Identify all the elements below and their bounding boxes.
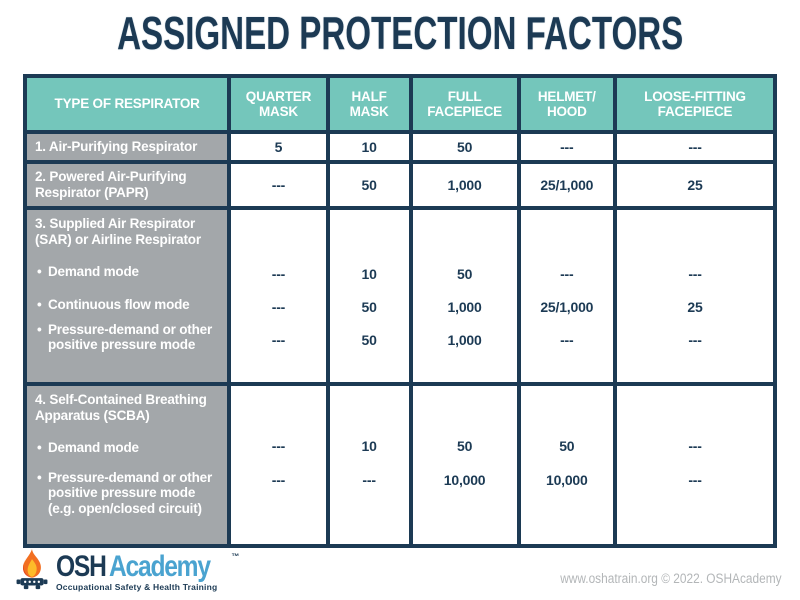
value-cell: 50 (361, 299, 377, 315)
section-title: 4. Self-Contained Breathing Apparatus (S… (35, 392, 207, 423)
bullet-item-continuous-flow: Continuous flow mode (35, 297, 221, 313)
value-column: 50 10,000 (412, 386, 517, 544)
page-title: ASSIGNED PROTECTION FACTORS (116, 7, 684, 59)
value-cell: 25/1,000 (540, 299, 594, 315)
header-loose-fitting-facepiece: LOOSE-FITTING FACEPIECE (617, 78, 773, 130)
value-cell: --- (271, 472, 286, 488)
value-cell: 25/1,000 (520, 164, 614, 206)
value-cell: 25 (617, 164, 773, 206)
value-column: --- --- (617, 386, 773, 544)
section-label-sar: 3. Supplied Air Respirator (SAR) or Airl… (27, 210, 228, 382)
bullet-item-demand-mode: Demand mode (35, 440, 221, 456)
flame-icon (16, 549, 48, 590)
value-cell: --- (688, 472, 702, 488)
value-cell: 1,000 (412, 164, 517, 206)
header-helmet-hood: HELMET/ HOOD (520, 78, 614, 130)
value-cell: 50 (456, 266, 473, 282)
value-cell: --- (271, 332, 286, 348)
value-cell: --- (560, 332, 574, 348)
value-column: --- --- (231, 386, 326, 544)
value-column: 50 1,000 1,000 (412, 210, 517, 382)
value-column: --- 25/1,000 --- (520, 210, 614, 382)
value-column: --- 25 --- (617, 210, 773, 382)
value-cell: --- (231, 164, 326, 206)
value-cell: 50 (456, 438, 473, 454)
value-cell: --- (560, 266, 574, 282)
value-cell: --- (688, 438, 702, 454)
header-full-facepiece: FULL FACEPIECE (412, 78, 517, 130)
value-cell: --- (688, 266, 702, 282)
value-column: 50 10,000 (520, 386, 614, 544)
section-title: 3. Supplied Air Respirator (SAR) or Airl… (35, 216, 201, 247)
value-column: 10 --- (329, 386, 409, 544)
section-label-scba: 4. Self-Contained Breathing Apparatus (S… (27, 386, 228, 544)
row-label-air-purifying: 1. Air-Purifying Respirator (27, 134, 228, 160)
value-cell: --- (271, 438, 286, 454)
value-cell: 25 (687, 299, 703, 315)
header-quarter-mask: QUARTER MASK (231, 78, 326, 130)
logo-text: OSHAcademy ™ Occupational Safety & Health… (56, 550, 240, 593)
copyright-credit: www.oshatrain.org © 2022. OSHAcademy (560, 571, 782, 586)
value-cell: 10,000 (545, 472, 588, 488)
value-cell: 50 (559, 438, 575, 454)
logo-name-osh: OSH (56, 550, 107, 583)
value-cell: --- (617, 134, 773, 160)
value-cell: 50 (412, 134, 517, 160)
value-cell: --- (688, 332, 702, 348)
footer: OSHAcademy ™ Occupational Safety & Health… (0, 548, 800, 600)
header-half-mask: HALF MASK (329, 78, 409, 130)
value-cell: 10,000 (443, 472, 486, 488)
trademark-symbol: ™ (231, 552, 240, 561)
bullet-item-pressure-demand: Pressure-demand or other positive pressu… (35, 470, 221, 517)
title-bar: ASSIGNED PROTECTION FACTORS (0, 8, 800, 59)
bullet-item-demand-mode: Demand mode (35, 264, 221, 280)
value-cell: --- (271, 299, 286, 315)
value-column: --- --- --- (231, 210, 326, 382)
value-column: 10 50 50 (329, 210, 409, 382)
value-cell: 10 (361, 266, 377, 282)
oshacademy-logo: OSHAcademy ™ Occupational Safety & Health… (12, 548, 239, 592)
row-label-papr: 2. Powered Air-Purifying Respirator (PAP… (27, 164, 228, 206)
logo-name-academy: Academy (108, 550, 211, 583)
bullet-item-pressure-demand: Pressure-demand or other positive pressu… (35, 322, 221, 353)
value-cell: 1,000 (447, 299, 482, 315)
value-cell: 1,000 (447, 332, 482, 348)
header-type-of-respirator: TYPE OF RESPIRATOR (27, 78, 228, 130)
logo-tagline: Occupational Safety & Health Training (56, 582, 218, 592)
value-cell: 50 (329, 164, 409, 206)
value-cell: --- (520, 134, 614, 160)
protection-factors-table: TYPE OF RESPIRATOR QUARTER MASK HALF MAS… (23, 74, 777, 548)
value-cell: --- (362, 472, 376, 488)
value-cell: 50 (361, 332, 377, 348)
value-cell: 10 (329, 134, 409, 160)
value-cell: 10 (361, 438, 377, 454)
value-cell: --- (271, 266, 286, 282)
value-cell: 5 (231, 134, 326, 160)
